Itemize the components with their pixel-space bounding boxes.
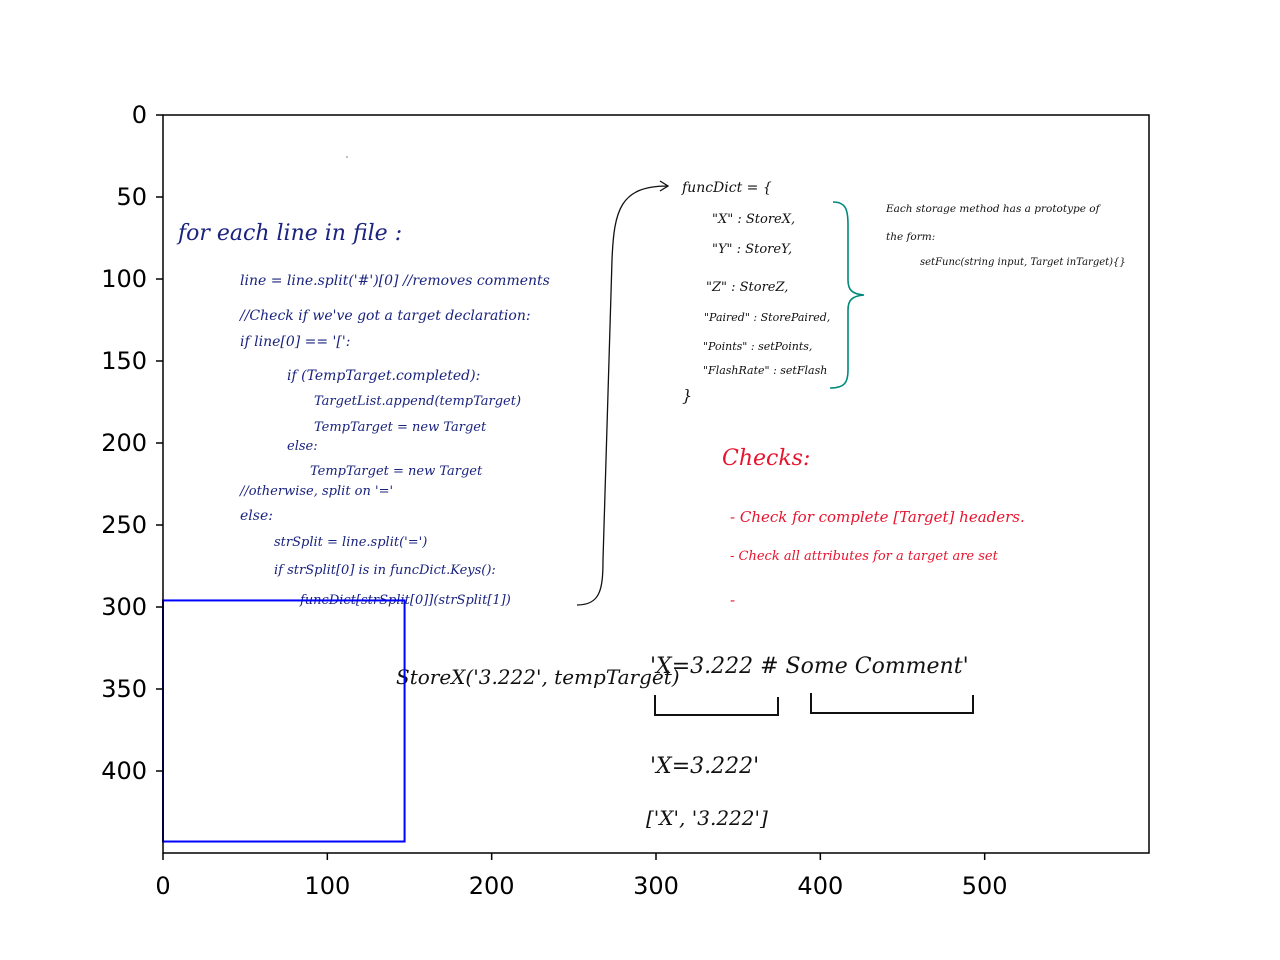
x-tick-label: 0 (155, 872, 170, 900)
y-tick-label: 250 (101, 511, 147, 539)
code-line: if (TempTarget.completed): (287, 368, 480, 384)
dict-line: funcDict = { (681, 180, 772, 196)
checks-title: Checks: (722, 446, 810, 471)
y-tick-label: 350 (101, 675, 147, 703)
y-tick-label: 400 (101, 757, 147, 785)
dict-line: "Points" : setPoints, (703, 340, 812, 353)
y-tick-label: 300 (101, 593, 147, 621)
check-item: - (730, 591, 735, 609)
x-tick-label: 300 (633, 872, 679, 900)
example-block: StoreX('3.222', tempTarget) 'X=3.222 # S… (396, 654, 969, 830)
y-tick-label: 200 (101, 429, 147, 457)
dict-line: "FlashRate" : setFlash (703, 364, 827, 377)
code-line: else: (287, 439, 318, 454)
checks-block: Checks: - Check for complete [Target] he… (722, 446, 1025, 609)
x-tick-label: 100 (304, 872, 350, 900)
note-line: Each storage method has a prototype of (885, 203, 1102, 215)
func-dict-block: funcDict = { "X" : StoreX, "Y" : StoreY,… (681, 180, 830, 405)
example-line: 'X=3.222 # Some Comment' (650, 654, 969, 679)
plot-area: for each line in file : line = line.spli… (162, 114, 1150, 854)
y-tick-label: 150 (101, 347, 147, 375)
code-line: TempTarget = new Target (314, 420, 487, 435)
x-tick-label: 400 (797, 872, 843, 900)
example-left-part: 'X=3.222' (650, 754, 759, 779)
prototype-note: Each storage method has a prototype of t… (885, 203, 1126, 268)
code-line: line = line.split('#')[0] //removes comm… (240, 273, 550, 289)
image-background (163, 115, 1149, 853)
dict-line: "X" : StoreX, (712, 212, 795, 227)
y-tick-label: 100 (101, 265, 147, 293)
speck (346, 156, 348, 158)
dict-line: "Y" : StoreY, (712, 242, 792, 257)
underline-bracket-left (654, 695, 779, 716)
code-line: if strSplit[0] is in funcDict.Keys(): (274, 563, 496, 578)
arrowhead-icon (659, 180, 670, 192)
dict-line: "Paired" : StorePaired, (704, 311, 830, 324)
x-tick-label: 200 (469, 872, 515, 900)
code-line: for each line in file : (176, 221, 402, 246)
code-line: TempTarget = new Target (310, 464, 483, 479)
underline-bracket-right (810, 693, 974, 714)
x-tick-label: 500 (962, 872, 1008, 900)
check-item: - Check all attributes for a target are … (730, 549, 999, 564)
example-call: StoreX('3.222', tempTarget) (396, 665, 680, 689)
y-axis: 0 50 100 150 200 250 300 350 400 (101, 101, 163, 785)
example-split: ['X', '3.222'] (646, 806, 768, 830)
dict-line: "Z" : StoreZ, (706, 280, 788, 295)
x-axis: 0 100 200 300 400 500 (155, 853, 1008, 900)
code-block: for each line in file : line = line.spli… (176, 221, 550, 608)
y-tick-label: 50 (116, 183, 147, 211)
check-item: - Check for complete [Target] headers. (730, 508, 1025, 526)
code-line: TargetList.append(tempTarget) (314, 394, 521, 409)
code-line: //otherwise, split on '=' (238, 484, 393, 499)
code-line: else: (240, 508, 273, 524)
connector-curve (576, 185, 669, 606)
note-line: the form: (886, 231, 935, 243)
brace-icon (829, 201, 865, 389)
note-line: setFunc(string input, Target inTarget){} (920, 257, 1126, 268)
code-line: strSplit = line.split('=') (274, 535, 427, 550)
y-tick-label: 0 (132, 101, 147, 129)
code-line: //Check if we've got a target declaratio… (238, 308, 531, 324)
dict-line: } (682, 386, 692, 405)
code-line: if line[0] == '[': (240, 334, 350, 350)
